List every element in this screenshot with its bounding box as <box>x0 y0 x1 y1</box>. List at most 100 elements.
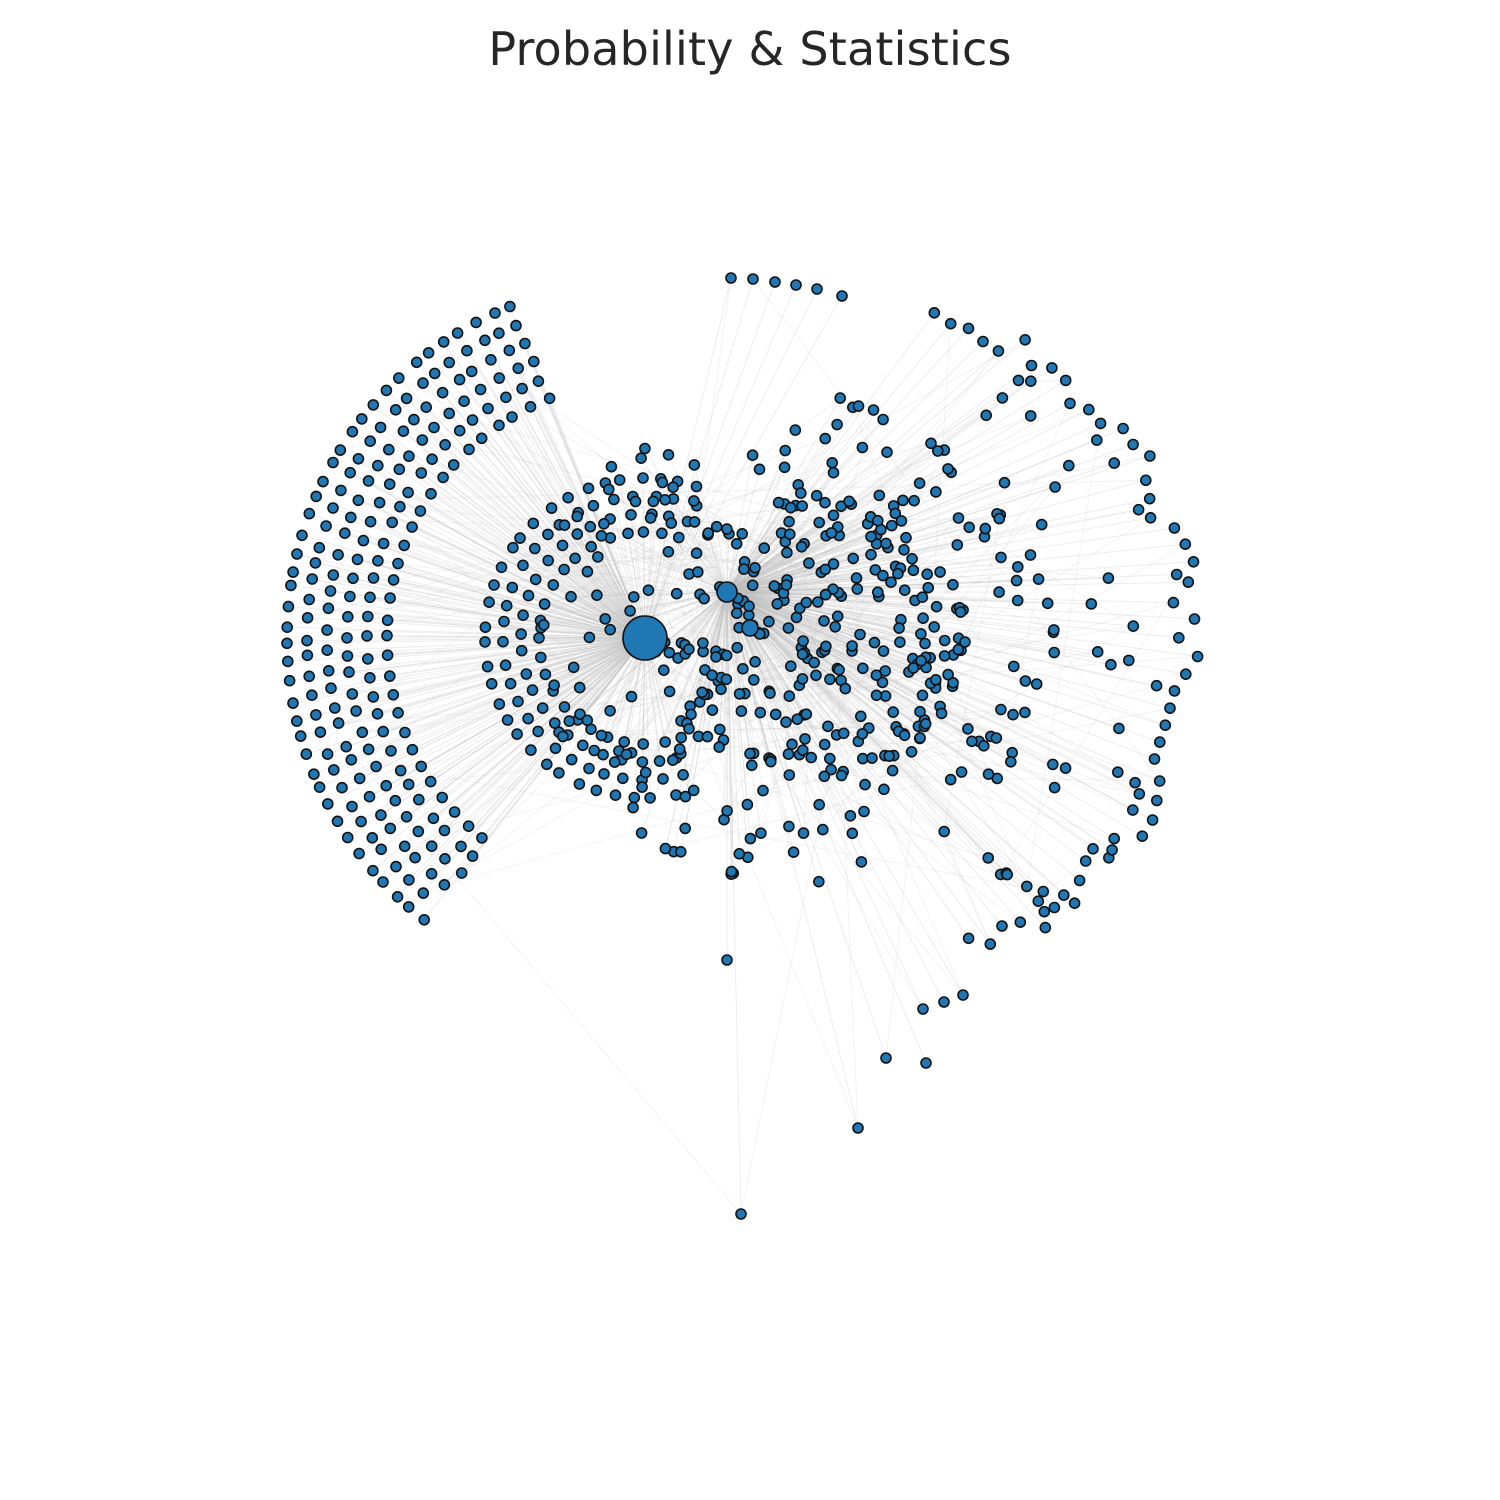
graph-node <box>582 482 595 495</box>
graph-node <box>543 392 556 405</box>
graph-edge <box>726 543 1186 593</box>
graph-node <box>673 743 686 755</box>
graph-node <box>425 867 438 880</box>
graph-node <box>688 495 700 507</box>
graph-node <box>755 827 767 840</box>
graph-node <box>493 698 506 710</box>
graph-node <box>772 496 785 509</box>
graph-edge <box>1000 561 1194 875</box>
graph-edge <box>367 616 646 639</box>
graph-node <box>542 528 554 541</box>
graph-node <box>562 491 574 504</box>
graph-node <box>398 840 411 853</box>
graph-node <box>536 702 549 714</box>
graph-node <box>674 845 687 858</box>
graph-edge <box>726 591 941 707</box>
graph-edge <box>726 591 1094 850</box>
graph-node <box>794 487 807 499</box>
graph-node <box>1102 572 1115 584</box>
graph-node <box>656 476 669 489</box>
graph-node <box>730 607 743 620</box>
graph-node <box>790 279 802 291</box>
graph-edge <box>337 554 646 639</box>
graph-edge <box>431 637 646 847</box>
graph-node <box>827 509 840 522</box>
graph-edge <box>506 605 646 639</box>
graph-node <box>952 643 965 656</box>
graph-edge <box>397 637 646 898</box>
graph-node <box>702 527 715 539</box>
graph-edge <box>726 591 989 859</box>
graph-node <box>764 687 776 700</box>
graph-node <box>540 758 553 771</box>
graph-edge <box>1026 423 1102 887</box>
graph-node <box>281 655 294 668</box>
graph-edge <box>360 637 646 822</box>
graph-edge <box>362 637 646 733</box>
graph-node <box>511 728 523 740</box>
graph-node <box>892 567 904 580</box>
graph-node <box>659 736 672 748</box>
graph-node <box>322 664 335 677</box>
graph-node <box>907 662 920 674</box>
graph-node <box>819 496 831 509</box>
graph-node <box>538 598 551 610</box>
graph-node <box>322 602 335 615</box>
graph-edge <box>726 341 984 593</box>
graph-edge <box>395 409 646 639</box>
graph-node <box>666 754 679 767</box>
graph-node <box>944 773 957 786</box>
graph-edge <box>655 591 728 631</box>
graph-node <box>873 489 886 502</box>
graph-node <box>1182 576 1195 588</box>
graph-node <box>1127 804 1139 816</box>
graph-node <box>573 681 586 694</box>
graph-edge <box>349 472 646 639</box>
graph-edge <box>614 591 728 763</box>
graph-edge <box>726 591 1014 716</box>
graph-node <box>406 521 418 533</box>
graph-node <box>690 547 703 560</box>
graph-edge <box>395 500 915 868</box>
graph-edge <box>631 591 728 754</box>
graph-edge <box>726 591 1039 902</box>
graph-node <box>498 615 510 628</box>
graph-edge <box>433 427 646 639</box>
graph-edge <box>543 543 737 626</box>
graph-edge <box>397 563 646 639</box>
graph-edge <box>673 591 728 852</box>
graph-edge <box>367 637 646 660</box>
graph-edge <box>726 591 732 875</box>
graph-edge <box>726 591 959 651</box>
graph-edge <box>461 637 646 874</box>
graph-edge <box>726 591 1066 769</box>
graph-node <box>922 581 935 594</box>
graph-node <box>913 477 926 490</box>
graph-node <box>1094 417 1107 430</box>
graph-node <box>1127 438 1139 451</box>
graph-node <box>944 317 957 330</box>
graph-edge <box>719 591 728 730</box>
graph-node <box>769 276 781 288</box>
graph-node <box>637 526 650 538</box>
graph-edge <box>726 591 887 1059</box>
graph-node <box>928 621 941 633</box>
graph-edge <box>644 486 697 639</box>
graph-node <box>622 527 634 540</box>
graph-edge <box>726 591 901 643</box>
graph-node <box>534 651 547 664</box>
graph-node <box>400 810 413 823</box>
graph-node <box>920 1057 932 1069</box>
graph-edge <box>519 537 646 639</box>
graph-edge <box>502 637 646 643</box>
graph-node <box>287 697 299 709</box>
graph-edge <box>626 591 728 755</box>
graph-edge <box>398 377 775 587</box>
graph-node <box>1073 874 1086 887</box>
graph-edge <box>332 507 646 639</box>
graph-node <box>605 460 618 473</box>
graph-node <box>595 529 608 542</box>
graph-node <box>1049 481 1061 493</box>
graph-node <box>852 1122 864 1134</box>
graph-edge <box>296 553 646 639</box>
